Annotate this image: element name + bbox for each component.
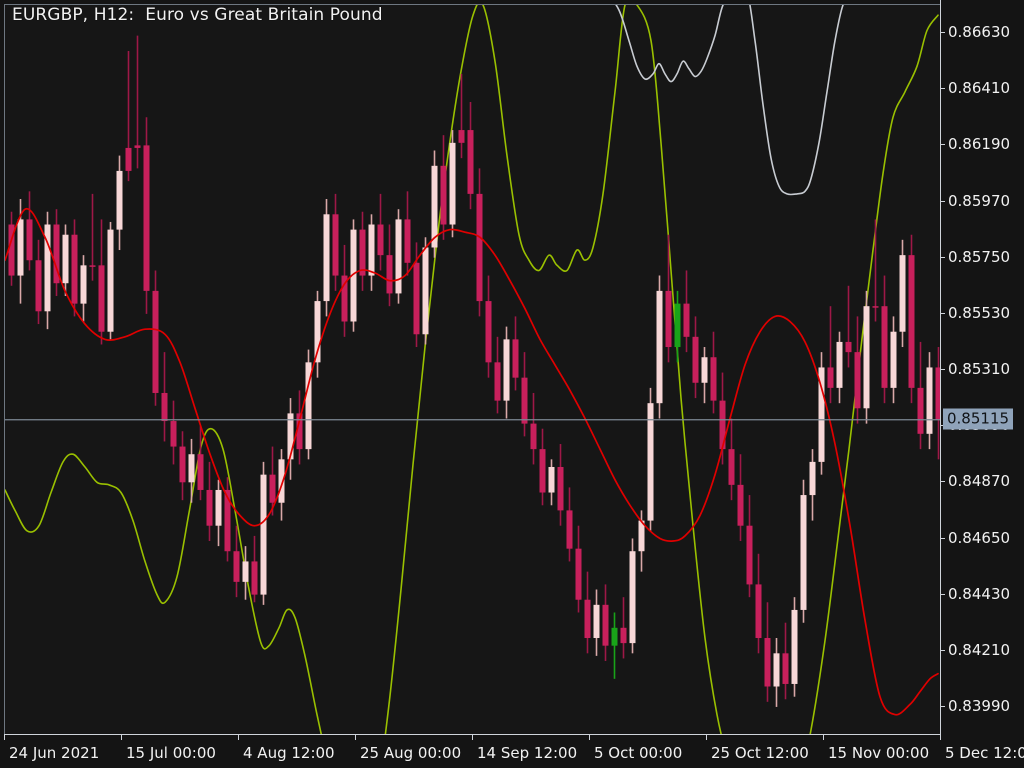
- time-axis-label: 4 Aug 12:00: [243, 744, 335, 762]
- price-tick: [940, 88, 945, 90]
- price-axis-line: [940, 0, 941, 735]
- chart-canvas: [5, 5, 940, 734]
- time-tick: [823, 734, 824, 740]
- time-tick: [706, 734, 707, 740]
- time-tick: [472, 734, 473, 740]
- time-tick: [4, 734, 5, 740]
- price-axis-label: 0.84870: [948, 472, 1011, 491]
- price-axis-label: 0.86630: [948, 23, 1011, 42]
- time-tick: [940, 734, 941, 740]
- price-axis-label: 0.84210: [948, 640, 1011, 659]
- price-axis[interactable]: 0.86630 0.86410 0.86190 0.85970 0.85750 0.855…: [940, 0, 1024, 740]
- time-axis-label: 15 Jul 00:00: [126, 744, 216, 762]
- price-axis-label: 0.83990: [948, 696, 1011, 715]
- price-tick: [940, 32, 945, 34]
- price-axis-label: 0.84650: [948, 528, 1011, 547]
- price-axis-label: 0.86190: [948, 135, 1011, 154]
- price-tick: [940, 256, 945, 258]
- time-tick: [355, 734, 356, 740]
- moving-average-line: [5, 207, 939, 716]
- time-axis-label: 25 Aug 00:00: [360, 744, 462, 762]
- time-tick: [121, 734, 122, 740]
- chart-plot-area[interactable]: [4, 4, 940, 734]
- price-tick: [940, 537, 945, 539]
- price-axis-label: 0.85310: [948, 360, 1011, 378]
- price-axis-label: 0.84430: [948, 584, 1011, 603]
- price-tick: [940, 200, 945, 202]
- oscillator-green-line: [5, 5, 939, 734]
- price-tick: [940, 425, 945, 427]
- price-tick: [940, 593, 945, 595]
- time-axis-label: 5 Oct 00:00: [594, 744, 683, 762]
- time-axis-label: 14 Sep 12:00: [477, 744, 578, 762]
- price-axis-label: 0.85530: [948, 303, 1011, 322]
- current-price-badge: 0.85115: [943, 408, 1014, 430]
- time-axis-label: 5 Dec 12:00: [945, 744, 1024, 762]
- price-tick: [940, 369, 945, 370]
- candlestick-series: [8, 35, 940, 707]
- chart-title: EURGBP, H12: Euro vs Great Britain Pound: [12, 5, 383, 25]
- price-axis-label: 0.85750: [948, 247, 1011, 266]
- time-tick: [589, 734, 590, 740]
- price-tick: [940, 705, 945, 707]
- price-tick: [940, 481, 945, 483]
- price-tick: [940, 649, 945, 651]
- time-axis[interactable]: 24 Jun 2021 15 Jul 00:00 4 Aug 12:00 25 Aug…: [0, 734, 1024, 768]
- price-axis-label: 0.86410: [948, 79, 1011, 98]
- oscillator-gray-line: [615, 5, 844, 196]
- time-tick: [238, 734, 239, 740]
- time-axis-label: 15 Nov 00:00: [828, 744, 930, 762]
- price-axis-label: 0.85970: [948, 191, 1011, 210]
- price-tick: [940, 312, 945, 314]
- price-tick: [940, 144, 945, 146]
- time-axis-label: 25 Oct 12:00: [711, 744, 809, 762]
- time-axis-label: 24 Jun 2021: [9, 744, 100, 762]
